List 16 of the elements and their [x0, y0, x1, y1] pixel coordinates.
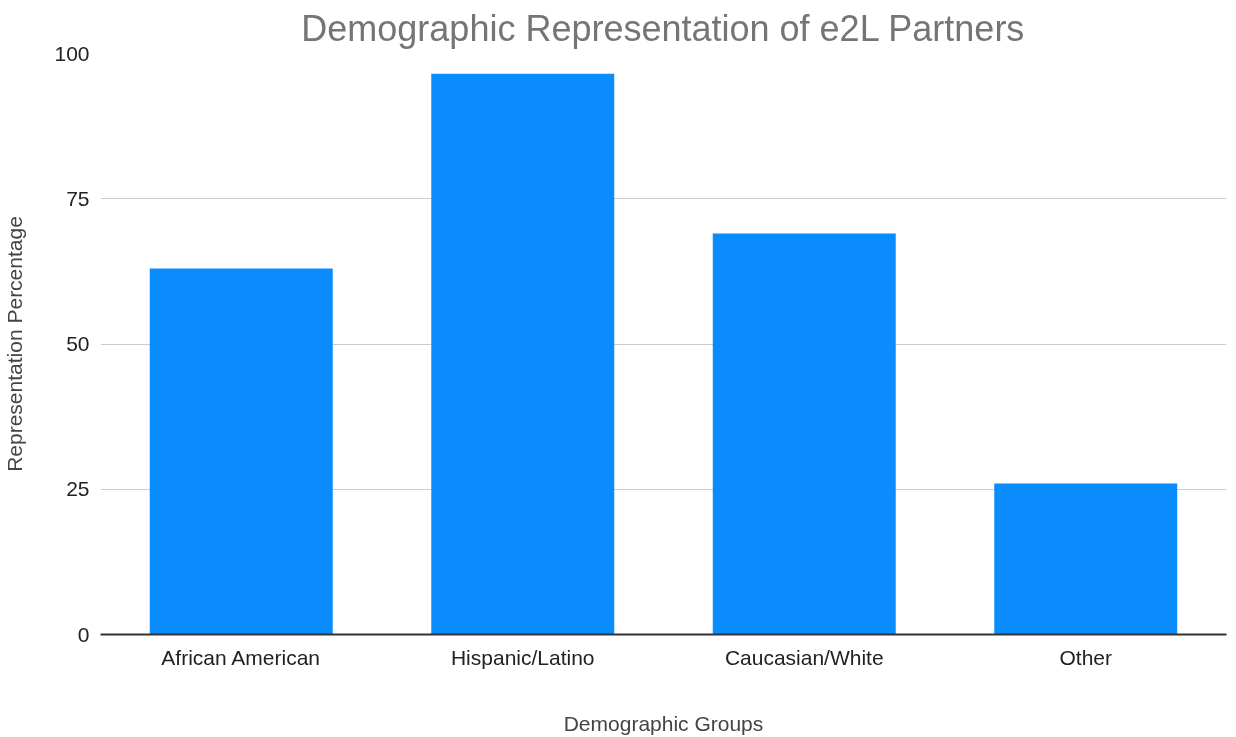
- x-tick-label: Other: [1059, 645, 1113, 669]
- bar: [712, 233, 896, 635]
- x-tick-label: Hispanic/Latino: [450, 645, 595, 669]
- y-tick-label: 0: [77, 622, 90, 646]
- bar: [431, 73, 615, 635]
- x-tick-label: African American: [161, 645, 321, 669]
- x-axis-title: Demographic Groups: [563, 711, 764, 735]
- bar: [149, 268, 333, 635]
- y-tick-label: 75: [66, 186, 90, 210]
- y-axis-title: Representation Percentage: [3, 216, 27, 472]
- y-tick-label: 25: [66, 477, 90, 501]
- y-tick-label: 100: [54, 41, 90, 65]
- chart-title: Demographic Representation of e2L Partners: [301, 7, 1025, 49]
- x-tick-label: Caucasian/White: [724, 645, 884, 669]
- bar: [994, 483, 1178, 635]
- y-tick-label: 50: [66, 332, 90, 355]
